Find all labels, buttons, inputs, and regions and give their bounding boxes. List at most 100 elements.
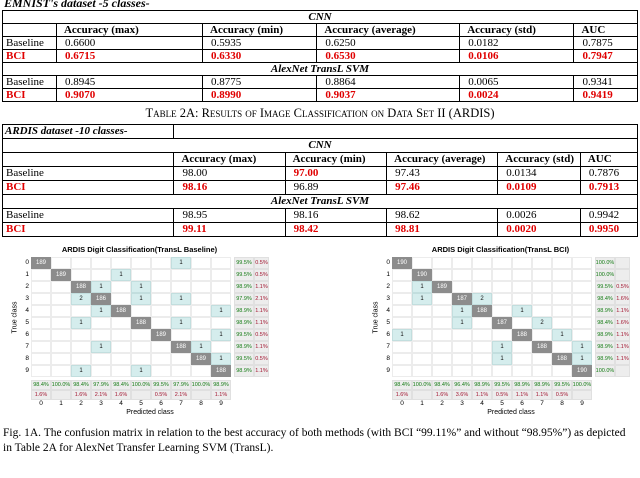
- y-tick-label: 2: [386, 283, 390, 290]
- dataset-title-emnist: EMNIST's dataset -5 classes-: [4, 0, 150, 10]
- value-cell: 0.9037: [316, 88, 461, 102]
- gap: [231, 341, 234, 353]
- y-axis-label-text: True class: [11, 300, 19, 334]
- empty-cell: [51, 353, 71, 365]
- x-tick-label: 9: [580, 400, 584, 407]
- x-tick-label: 2: [79, 400, 83, 407]
- empty-cell: [151, 281, 171, 293]
- gap: [51, 377, 71, 380]
- figure-caption: Fig. 1A. The confusion matrix in relatio…: [3, 427, 626, 454]
- empty-cell: [472, 269, 492, 281]
- error-cell: 1: [131, 293, 151, 305]
- value-cell: 0.6600: [55, 36, 204, 50]
- col-error-cell: 3.6%: [452, 390, 472, 400]
- diagonal-cell: 189: [191, 353, 211, 365]
- value-cell: 0.7913: [579, 180, 639, 195]
- row-miss-cell: [615, 365, 630, 377]
- column-header: Accuracy (min): [202, 23, 318, 37]
- value-cell: 98.16: [284, 208, 388, 223]
- error-cell: 1: [552, 329, 572, 341]
- col-precision-cell: 98.9%: [512, 380, 532, 390]
- value-cell: 98.81: [386, 222, 499, 237]
- empty-cell: [492, 365, 512, 377]
- value-cell: 0.8775: [202, 75, 318, 89]
- row-recall-cell: 98.4%: [595, 317, 615, 329]
- gap: [231, 305, 234, 317]
- col-error-cell: 2.1%: [91, 390, 111, 400]
- empty-cell: [191, 305, 211, 317]
- y-tick-label: 0: [386, 259, 390, 266]
- error-cell: 1: [572, 341, 592, 353]
- value-cell: 0.9942: [579, 208, 639, 223]
- value-cell: 0.5935: [202, 36, 318, 50]
- y-tick-label: 4: [386, 307, 390, 314]
- empty-cell: [572, 293, 592, 305]
- row-miss-cell: 1.1%: [615, 341, 630, 353]
- row-recall-cell: 98.9%: [234, 281, 254, 293]
- empty-cell: [211, 269, 231, 281]
- empty-cell: [91, 353, 111, 365]
- gap: [231, 365, 234, 377]
- empty-cell: [412, 317, 432, 329]
- value-cell: 0.9070: [55, 88, 204, 102]
- empty-cell: [552, 317, 572, 329]
- row-recall-cell: 98.4%: [595, 293, 615, 305]
- gap: [592, 269, 595, 281]
- value-cell: 98.95: [173, 208, 286, 223]
- diagonal-cell: 189: [432, 281, 452, 293]
- gap: [231, 380, 234, 390]
- error-cell: 1: [91, 341, 111, 353]
- col-precision-cell: 97.9%: [91, 380, 111, 390]
- row-recall-cell: 100.0%: [595, 269, 615, 281]
- diagonal-cell: 188: [171, 341, 191, 353]
- x-tick-label: 4: [480, 400, 484, 407]
- col-precision-cell: 98.9%: [472, 380, 492, 390]
- empty-cell: [191, 365, 211, 377]
- empty-cell: [171, 281, 191, 293]
- value-cell: 0.6250: [316, 36, 461, 50]
- gap: [492, 377, 512, 380]
- column-header: Accuracy (max): [173, 152, 286, 167]
- empty-cell: [512, 365, 532, 377]
- empty-cell: [532, 293, 552, 305]
- empty-cell: [472, 353, 492, 365]
- row-miss-cell: 1.1%: [615, 329, 630, 341]
- gap: [231, 293, 234, 305]
- y-tick-label: 0: [25, 259, 29, 266]
- x-tick-label: 8: [199, 400, 203, 407]
- chart-title: ARDIS Digit Classification(TransL BCI): [431, 245, 570, 254]
- empty-cell: [452, 353, 472, 365]
- gap: [595, 390, 615, 400]
- col-error-cell: 1.6%: [71, 390, 91, 400]
- x-tick-label: 7: [540, 400, 544, 407]
- empty-cell: [131, 341, 151, 353]
- empty-cell: [432, 329, 452, 341]
- gap: [31, 377, 51, 380]
- empty-cell: [412, 353, 432, 365]
- value-cell: 97.43: [386, 166, 499, 181]
- empty-cell: [552, 365, 572, 377]
- row-label: BCI: [1, 222, 175, 237]
- x-tick-label: 9: [219, 400, 223, 407]
- empty-cell: [452, 365, 472, 377]
- gap: [191, 377, 211, 380]
- gap: [592, 353, 595, 365]
- gap: [151, 377, 171, 380]
- col-error-cell: 1.6%: [111, 390, 131, 400]
- error-cell: 1: [211, 305, 231, 317]
- row-miss-cell: 1.6%: [615, 293, 630, 305]
- x-tick-label: 1: [420, 400, 424, 407]
- empty-cell: [111, 281, 131, 293]
- col-error-cell: [51, 390, 71, 400]
- gap: [71, 377, 91, 380]
- empty-cell: [432, 257, 452, 269]
- empty-cell: [173, 124, 638, 139]
- gap: [231, 353, 234, 365]
- gap: [234, 377, 254, 380]
- col-error-cell: [131, 390, 151, 400]
- gap: [615, 380, 630, 390]
- col-precision-cell: 97.9%: [171, 380, 191, 390]
- empty-cell: [532, 269, 552, 281]
- empty-cell: [472, 341, 492, 353]
- y-tick-label: 5: [25, 319, 29, 326]
